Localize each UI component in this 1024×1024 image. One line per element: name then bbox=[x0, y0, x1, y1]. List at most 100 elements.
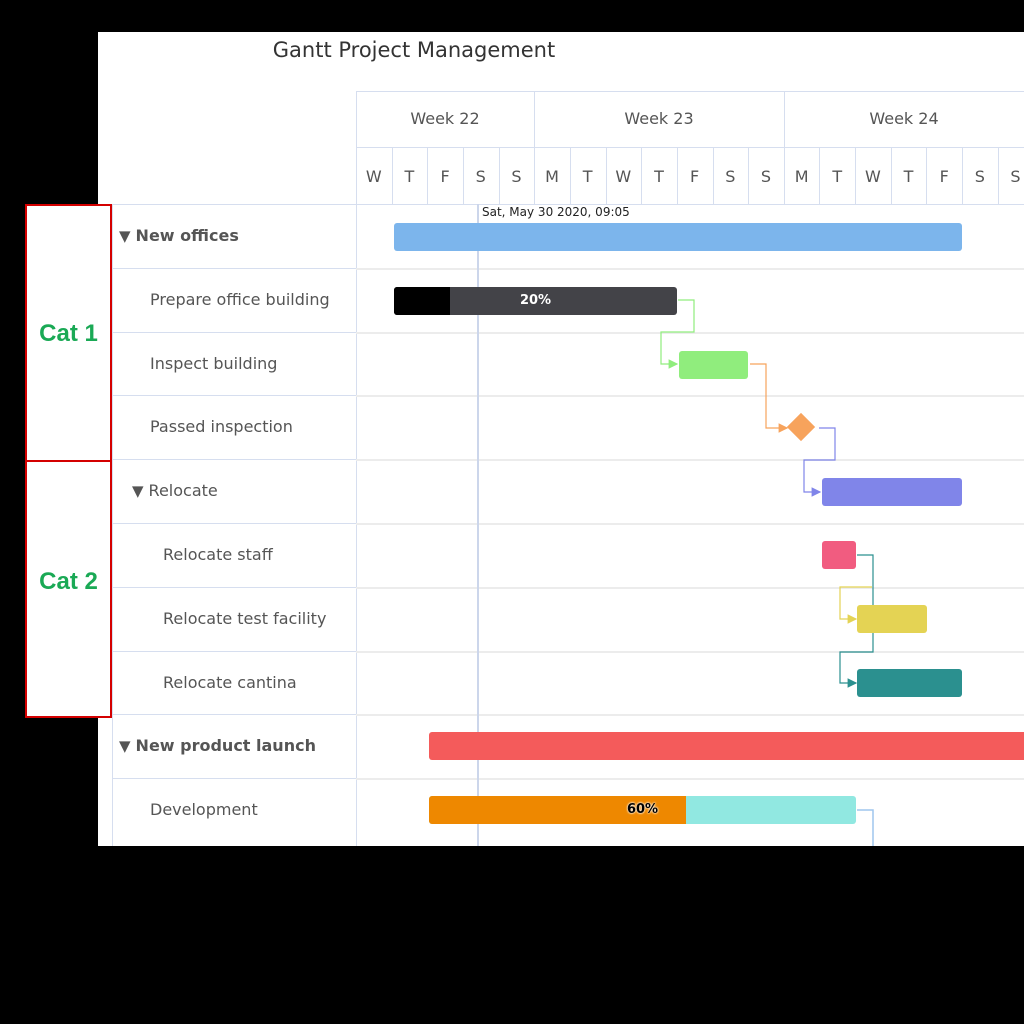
task-name: Inspect building bbox=[150, 354, 278, 373]
day-divider bbox=[499, 147, 500, 204]
week-header: Week 24 bbox=[869, 109, 939, 128]
row-divider bbox=[113, 523, 356, 524]
day-divider bbox=[962, 147, 963, 204]
day-header: S bbox=[760, 167, 772, 186]
header-top-border bbox=[356, 91, 1024, 92]
day-header: S bbox=[475, 167, 486, 186]
day-divider bbox=[819, 147, 820, 204]
day-header: S bbox=[511, 167, 522, 186]
bar-new-product-launch[interactable] bbox=[429, 732, 1024, 760]
task-name: Relocate test facility bbox=[163, 609, 327, 628]
task-row-label[interactable]: ▼ Relocate bbox=[132, 459, 218, 522]
current-date-line bbox=[477, 204, 479, 846]
bar-relocate-test-facility[interactable] bbox=[857, 605, 927, 633]
grid-row-divider bbox=[356, 587, 1024, 589]
row-divider bbox=[113, 714, 356, 715]
row-divider bbox=[113, 587, 356, 588]
task-row-label[interactable]: Relocate test facility bbox=[163, 587, 326, 650]
bar-relocate-staff[interactable] bbox=[822, 541, 856, 569]
day-header: W bbox=[864, 167, 881, 186]
category-label: Cat 1 bbox=[39, 320, 98, 347]
task-name: New product launch bbox=[135, 736, 316, 755]
grid-row-divider bbox=[356, 651, 1024, 653]
week-header: Week 23 bbox=[624, 109, 694, 128]
header-mid-border bbox=[356, 147, 1024, 148]
day-divider bbox=[463, 147, 464, 204]
task-row-label[interactable]: Inspect building bbox=[150, 332, 277, 395]
task-row-label[interactable]: Prepare office building bbox=[150, 268, 330, 331]
day-header: T bbox=[582, 167, 593, 186]
gantt-chart-panel bbox=[98, 32, 1024, 846]
day-divider bbox=[427, 147, 428, 204]
row-divider bbox=[113, 651, 356, 652]
task-name: Passed inspection bbox=[150, 417, 293, 436]
category-box-cat-2: Cat 2 bbox=[25, 460, 112, 718]
week-header: Week 22 bbox=[410, 109, 480, 128]
progress-label: 60% bbox=[626, 802, 659, 817]
day-divider bbox=[891, 147, 892, 204]
task-name: Relocate cantina bbox=[163, 673, 297, 692]
task-name: New offices bbox=[135, 226, 239, 245]
day-header: T bbox=[404, 167, 415, 186]
task-row-label[interactable]: Development bbox=[150, 778, 258, 841]
day-divider bbox=[784, 147, 785, 204]
day-header: F bbox=[690, 167, 700, 186]
day-header: F bbox=[939, 167, 949, 186]
grid-row-divider bbox=[356, 778, 1024, 780]
progress-label: 20% bbox=[519, 293, 552, 308]
day-header: M bbox=[545, 167, 559, 186]
row-divider bbox=[113, 268, 356, 269]
bar-relocate[interactable] bbox=[822, 478, 962, 506]
task-row-label[interactable]: ▼ New offices bbox=[119, 204, 239, 267]
task-row-label[interactable]: Relocate staff bbox=[163, 523, 273, 586]
header-bottom-border bbox=[113, 204, 1024, 205]
day-header: M bbox=[794, 167, 809, 186]
day-header: S bbox=[725, 167, 736, 186]
task-row-label[interactable]: ▼ New product launch bbox=[119, 714, 316, 777]
category-label: Cat 2 bbox=[39, 568, 98, 595]
bar-development[interactable] bbox=[429, 796, 856, 824]
grid-row-divider bbox=[356, 268, 1024, 270]
week-divider bbox=[784, 91, 785, 147]
row-divider bbox=[113, 459, 356, 460]
dependency-connectors bbox=[660, 299, 874, 846]
row-divider bbox=[113, 332, 356, 333]
category-box-cat-1: Cat 1 bbox=[25, 204, 112, 462]
grid-left-border bbox=[356, 91, 357, 846]
day-divider bbox=[677, 147, 678, 204]
bottom-margin bbox=[0, 846, 1024, 1024]
grid-row-divider bbox=[356, 523, 1024, 525]
day-divider bbox=[926, 147, 927, 204]
bar-new-offices[interactable] bbox=[394, 223, 962, 251]
collapse-toggle-icon[interactable]: ▼ bbox=[119, 737, 131, 755]
day-divider bbox=[713, 147, 714, 204]
day-divider bbox=[641, 147, 642, 204]
progress-fill bbox=[394, 287, 450, 315]
row-divider bbox=[113, 778, 356, 779]
grid-row-divider bbox=[356, 332, 1024, 334]
row-divider bbox=[113, 395, 356, 396]
bar-relocate-cantina[interactable] bbox=[857, 669, 962, 697]
day-header: T bbox=[654, 167, 664, 186]
grid-row-divider bbox=[356, 395, 1024, 397]
day-header: W bbox=[615, 167, 632, 186]
task-row-label[interactable]: Relocate cantina bbox=[163, 651, 297, 714]
task-name: Relocate bbox=[148, 481, 218, 500]
task-name: Development bbox=[150, 800, 258, 819]
day-header: T bbox=[832, 167, 843, 186]
day-divider bbox=[855, 147, 856, 204]
day-header: T bbox=[903, 167, 914, 186]
progress-fill bbox=[429, 796, 686, 824]
day-header: S bbox=[974, 167, 985, 186]
day-divider bbox=[570, 147, 571, 204]
day-header: S bbox=[1010, 167, 1021, 186]
day-header: F bbox=[440, 167, 450, 186]
day-divider bbox=[606, 147, 607, 204]
week-divider bbox=[534, 91, 535, 147]
table-left-border bbox=[112, 204, 113, 846]
collapse-toggle-icon[interactable]: ▼ bbox=[132, 482, 144, 500]
bar-inspect-building[interactable] bbox=[679, 351, 748, 379]
bar-prepare-office-building[interactable] bbox=[394, 287, 677, 315]
task-row-label[interactable]: Passed inspection bbox=[150, 395, 293, 458]
collapse-toggle-icon[interactable]: ▼ bbox=[119, 227, 131, 245]
